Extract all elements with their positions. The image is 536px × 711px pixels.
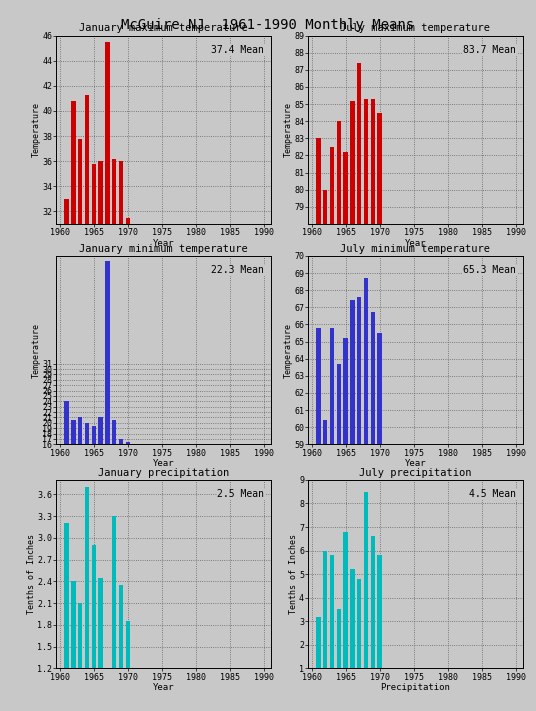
Bar <box>92 545 96 668</box>
Bar <box>98 578 103 668</box>
Bar <box>364 492 368 668</box>
X-axis label: Precipitation: Precipitation <box>381 683 450 692</box>
Y-axis label: Tenths of Inches: Tenths of Inches <box>289 534 297 614</box>
Text: 2.5 Mean: 2.5 Mean <box>217 489 264 499</box>
Bar <box>330 328 334 444</box>
Bar <box>377 555 382 668</box>
Y-axis label: Tenths of Inches: Tenths of Inches <box>27 534 36 614</box>
Bar <box>85 487 89 668</box>
Bar <box>371 312 375 444</box>
Bar <box>105 262 109 444</box>
Bar <box>112 420 116 444</box>
Bar <box>78 603 83 668</box>
Bar <box>344 338 348 444</box>
Bar <box>316 616 321 668</box>
Bar <box>125 218 130 224</box>
Bar <box>119 161 123 224</box>
Bar <box>330 555 334 668</box>
Bar <box>92 164 96 224</box>
Y-axis label: Temperature: Temperature <box>284 102 293 157</box>
Bar <box>323 550 327 668</box>
Bar <box>350 301 355 444</box>
Text: 22.3 Mean: 22.3 Mean <box>211 265 264 275</box>
Bar <box>85 423 89 444</box>
Bar <box>316 328 321 444</box>
Bar <box>337 609 341 668</box>
Bar <box>364 278 368 444</box>
Text: McGuire NJ  1961-1990 Monthly Means: McGuire NJ 1961-1990 Monthly Means <box>122 18 414 32</box>
Bar <box>112 159 116 224</box>
Bar <box>125 621 130 668</box>
Text: 4.5 Mean: 4.5 Mean <box>469 489 516 499</box>
Bar <box>98 417 103 444</box>
Bar <box>85 95 89 224</box>
Title: January precipitation: January precipitation <box>98 468 229 478</box>
Title: January minimum temperature: January minimum temperature <box>79 244 248 254</box>
Bar <box>357 63 361 224</box>
Title: July maximum temperature: July maximum temperature <box>340 23 490 33</box>
Y-axis label: Temperature: Temperature <box>284 323 293 378</box>
Bar <box>64 523 69 668</box>
Bar <box>357 297 361 444</box>
X-axis label: Year: Year <box>153 683 174 692</box>
Bar <box>323 190 327 224</box>
Bar <box>350 101 355 224</box>
Bar <box>105 42 109 224</box>
Bar <box>344 532 348 668</box>
Title: July minimum temperature: July minimum temperature <box>340 244 490 254</box>
X-axis label: Year: Year <box>153 238 174 247</box>
Bar <box>119 439 123 444</box>
Y-axis label: Temperature: Temperature <box>32 323 41 378</box>
Bar <box>371 536 375 668</box>
Bar <box>71 582 76 668</box>
Bar <box>316 139 321 224</box>
Bar <box>357 579 361 668</box>
Bar <box>377 112 382 224</box>
Bar <box>337 364 341 444</box>
Bar <box>350 570 355 668</box>
Bar <box>371 99 375 224</box>
Bar <box>323 420 327 444</box>
X-axis label: Year: Year <box>405 238 426 247</box>
Bar <box>92 425 96 444</box>
Bar <box>98 161 103 224</box>
Text: 65.3 Mean: 65.3 Mean <box>463 265 516 275</box>
Bar <box>337 121 341 224</box>
Bar <box>125 442 130 444</box>
Bar <box>377 333 382 444</box>
Bar <box>78 139 83 224</box>
Bar <box>330 147 334 224</box>
Y-axis label: Temperature: Temperature <box>32 102 41 157</box>
Text: 83.7 Mean: 83.7 Mean <box>463 45 516 55</box>
Bar <box>119 585 123 668</box>
Bar <box>78 417 83 444</box>
X-axis label: Year: Year <box>153 459 174 468</box>
Bar <box>64 199 69 224</box>
Title: January maximum temperature: January maximum temperature <box>79 23 248 33</box>
Text: 37.4 Mean: 37.4 Mean <box>211 45 264 55</box>
Bar <box>344 152 348 224</box>
X-axis label: Year: Year <box>405 459 426 468</box>
Title: July precipitation: July precipitation <box>359 468 472 478</box>
Bar <box>64 401 69 444</box>
Bar <box>71 101 76 224</box>
Bar <box>112 516 116 668</box>
Bar <box>71 420 76 444</box>
Bar <box>364 99 368 224</box>
